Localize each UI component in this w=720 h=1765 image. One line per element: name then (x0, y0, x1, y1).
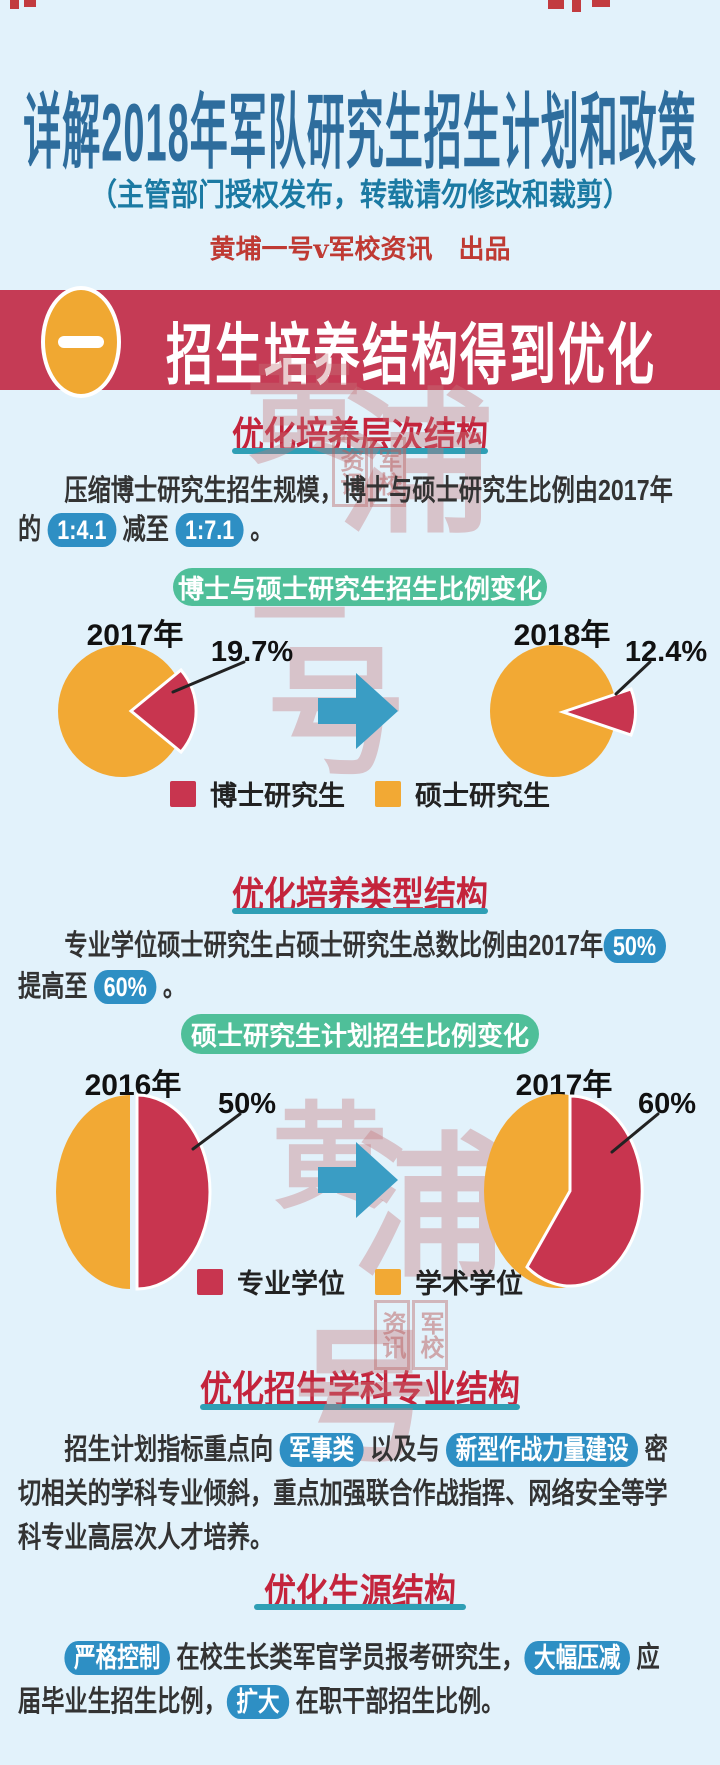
section-banner-title: 招生培养结构得到优化 (166, 317, 656, 393)
pie-chart-row-1 (58, 645, 652, 777)
callout-line (171, 660, 246, 694)
pie-value-callout: 60% (637, 1088, 697, 1120)
inline-highlight-badge: 1:4.1 (47, 513, 117, 547)
callout-line (610, 1112, 660, 1154)
cropped-red-mark (572, 0, 581, 12)
paragraph-text: 在校生长类军官学员报考研究生， (170, 1642, 525, 1674)
legend-label: 博士研究生 (210, 781, 345, 811)
paragraph-4: 严格控制 在校生长类军官学员报考研究生， 大幅压减 应届毕业生招生比例， 扩大 在职… (18, 1636, 674, 1724)
pie-value-callout: 19.7% (210, 636, 294, 668)
inline-highlight-badge: 50% (603, 929, 666, 963)
paragraph-text: 压缩博士研究生招生规模，博士与硕士研究生比例由2017年的 (18, 475, 673, 546)
legend-item: 学术学位 (375, 1262, 523, 1301)
inline-highlight-badge: 60% (94, 970, 157, 1004)
chart-title-pill-1: 博士与硕士研究生招生比例变化 (173, 568, 547, 606)
legend-swatch-yellow (375, 780, 401, 807)
pie-2016-academic-slice (56, 1095, 130, 1289)
pie-2017b-professional-slice (525, 1094, 644, 1288)
pie-2016-professional-slice (135, 1093, 212, 1291)
inline-highlight-badge: 1:7.1 (175, 513, 244, 547)
pie-2018-doctor-slice (558, 687, 638, 737)
cropped-red-mark (24, 0, 36, 7)
pie-value-callout: 50% (217, 1088, 277, 1120)
cropped-red-mark (10, 0, 19, 9)
inline-highlight-badge: 严格控制 (64, 1641, 170, 1675)
legend-swatch-red (197, 1268, 223, 1295)
paragraph-2: 专业学位硕士研究生占硕士研究生总数比例由2017年 50% 提高至 60% 。 (18, 926, 674, 1008)
arrow-right-icon (318, 673, 398, 749)
section-banner: 招生培养结构得到优化 (0, 286, 720, 398)
chart-title-pill-2: 硕士研究生计划招生比例变化 (181, 1014, 539, 1054)
paragraph-text: 以及与 (363, 1434, 447, 1466)
watermark-seal: 军校 (412, 1300, 448, 1370)
watermark-seal: 军校 (370, 437, 406, 507)
section-heading-2: 优化培养类型结构 (231, 874, 488, 917)
paragraph-text: 密切相关的学科专业倾斜，重点加强联合作战指挥、网络安全等学科专业高层次人才培养。 (18, 1434, 668, 1554)
section-heading-3: 优化招生学科专业结构 (199, 1368, 520, 1411)
paragraph-text: 招生计划指标重点向 (64, 1434, 280, 1466)
inline-highlight-badge: 新型作战力量建设 (446, 1433, 639, 1467)
paragraph-3: 招生计划指标重点向 军事类 以及与 新型作战力量建设 密切相关的学科专业倾斜，重… (18, 1428, 674, 1560)
pie-chart-row-2 (56, 1093, 660, 1291)
section-number-circle (41, 286, 121, 398)
inline-highlight-badge: 扩大 (226, 1685, 290, 1719)
page-title: 详解2018年军队研究生招生计划和政策 (23, 89, 697, 180)
cropped-red-mark (592, 0, 610, 7)
page-subtitle: （主管部门授权发布，转载请勿修改和裁剪） (90, 178, 630, 214)
paragraph-text: 。 (243, 514, 274, 546)
legend-label: 学术学位 (415, 1269, 523, 1299)
callout-line (614, 660, 652, 696)
paragraph-text: 。 (156, 971, 187, 1003)
callout-line (191, 1112, 242, 1151)
chart-legend-1: 博士研究生 硕士研究生 (0, 774, 720, 813)
watermark-char: 黄 (246, 345, 362, 480)
chart-legend-2: 专业学位 学术学位 (0, 1262, 720, 1301)
cropped-red-mark (548, 0, 564, 9)
producer-credit: 黄埔一号v军校资讯 出品 (209, 235, 511, 265)
pie-2018-master-slice (490, 645, 616, 777)
legend-item: 专业学位 (197, 1262, 345, 1301)
paragraph-text: 在职干部招生比例。 (289, 1686, 505, 1718)
paragraph-1: 压缩博士研究生招生规模，博士与硕士研究生比例由2017年的 1:4.1 减至 1… (18, 472, 674, 550)
paragraph-text: 提高至 (18, 971, 95, 1003)
heading-underline (200, 1404, 520, 1410)
inline-highlight-badge: 军事类 (279, 1433, 364, 1467)
watermark-seal: 资讯 (332, 437, 368, 507)
legend-label: 专业学位 (237, 1269, 345, 1299)
pie-year-label: 2016年 (84, 1069, 182, 1102)
legend-label: 硕士研究生 (415, 781, 550, 811)
heading-underline (232, 448, 488, 454)
paragraph-text: 应届毕业生招生比例， (18, 1642, 660, 1718)
inline-highlight-badge: 大幅压减 (524, 1641, 631, 1675)
section-number-one (58, 336, 104, 348)
heading-underline (254, 1604, 466, 1610)
section-heading-4: 优化生源结构 (263, 1571, 456, 1614)
watermark-char: 浦 (338, 372, 493, 555)
legend-item: 博士研究生 (170, 774, 345, 813)
pie-2017-master-slice (58, 645, 186, 777)
legend-swatch-red (170, 780, 196, 807)
arrow-right-icon (318, 1142, 398, 1218)
pie-value-callout: 12.4% (624, 636, 708, 668)
heading-underline (232, 908, 488, 914)
legend-swatch-yellow (375, 1268, 401, 1295)
legend-item: 硕士研究生 (375, 774, 550, 813)
watermark-seal: 资讯 (374, 1300, 410, 1370)
paragraph-text: 减至 (116, 514, 176, 546)
paragraph-text: 专业学位硕士研究生占硕士研究生总数比例由2017年 (64, 930, 604, 962)
